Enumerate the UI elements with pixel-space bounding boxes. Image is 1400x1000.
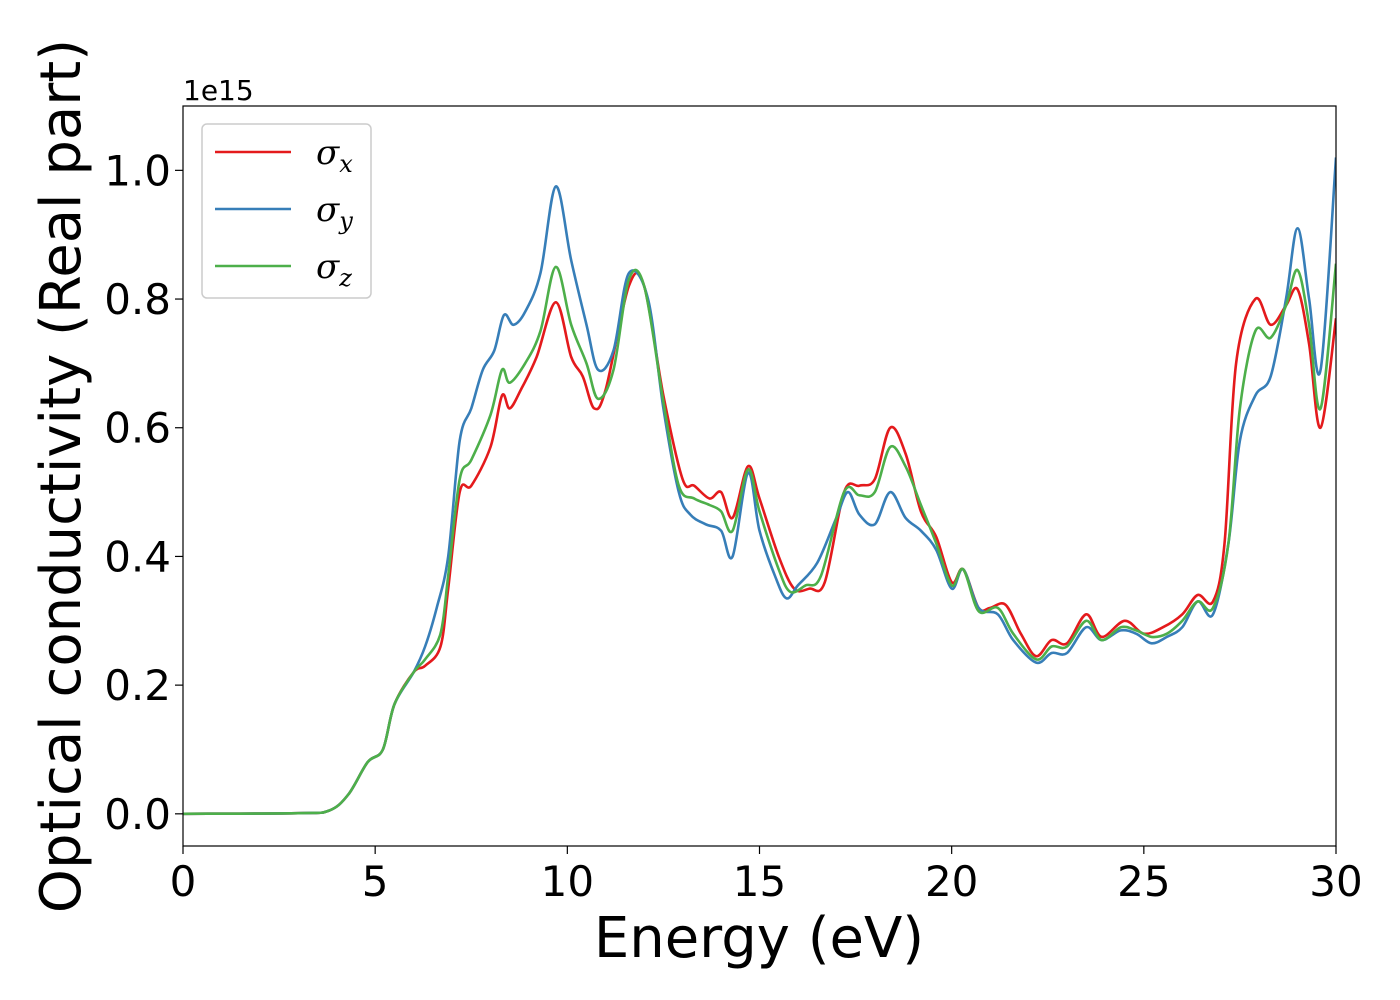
x-tick-label: 30 [1309,857,1362,906]
y-axis-title: Optical conductivity (Real part) [29,39,94,913]
legend-label-z: σz [316,247,352,292]
x-axis: 0 5 10 15 20 25 30 [170,846,1363,906]
legend-label-x: σx [316,133,353,178]
series-line-x [183,271,1336,816]
y-tick-label: 0.2 [104,661,171,710]
x-tick-label: 10 [541,857,594,906]
series-line-y [183,157,1336,816]
x-axis-title: Energy (eV) [594,906,924,971]
legend-box [201,123,372,299]
x-tick-label: 15 [733,857,786,906]
y-axis: 0.0 0.2 0.4 0.6 0.8 1.0 [104,146,183,839]
series-line-z [183,263,1336,816]
legend-label-y: σy [316,190,353,235]
series-layer [183,157,1336,816]
y-tick-label: 0.8 [104,275,171,324]
legend: σx σy σz [201,123,372,299]
y-tick-label: 0.4 [104,532,171,581]
y-offset-label: 1e15 [183,74,254,107]
y-tick-label: 0.6 [104,404,171,453]
x-tick-label: 0 [170,857,197,906]
y-tick-label: 0.0 [104,790,171,839]
x-tick-label: 25 [1117,857,1170,906]
x-tick-label: 20 [925,857,978,906]
x-tick-label: 5 [362,857,389,906]
y-tick-label: 1.0 [104,146,171,195]
